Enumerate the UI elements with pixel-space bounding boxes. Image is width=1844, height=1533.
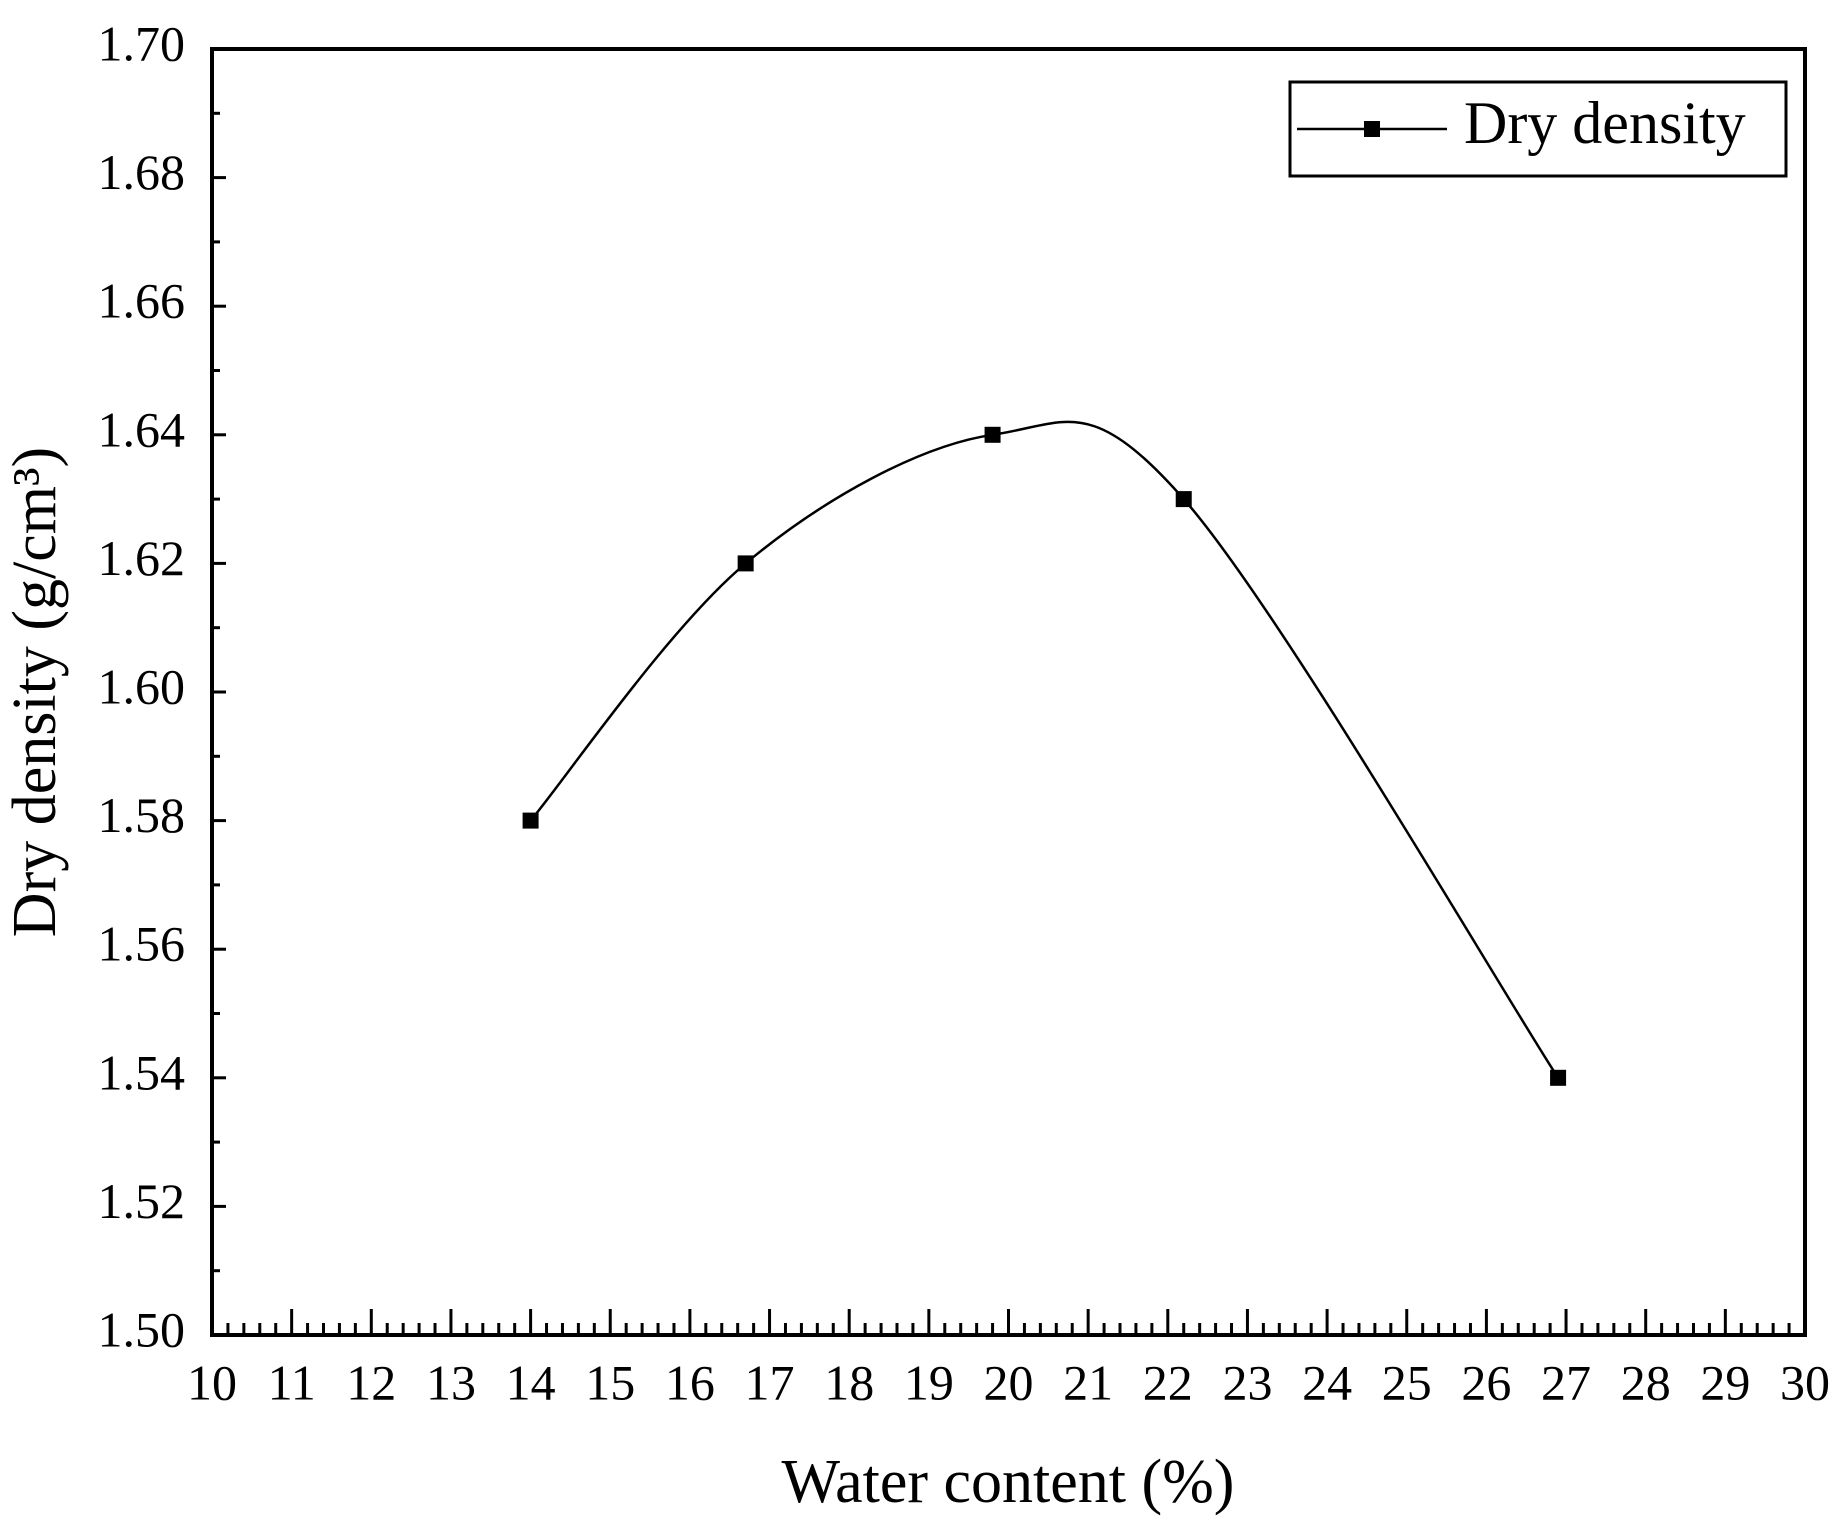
- x-tick-label: 17: [745, 1354, 795, 1410]
- y-tick-label: 1.68: [98, 144, 186, 200]
- plot-frame: [210, 47, 1807, 1337]
- y-tick-label: 1.60: [98, 658, 186, 714]
- x-tick-label: 23: [1222, 1354, 1272, 1410]
- x-tick-label: 15: [585, 1354, 635, 1410]
- data-point: [737, 555, 754, 572]
- x-tick-label: 29: [1700, 1354, 1750, 1410]
- x-tick-label: 22: [1143, 1354, 1193, 1410]
- y-tick-label: 1.62: [98, 530, 186, 586]
- y-tick-label: 1.66: [98, 273, 186, 329]
- x-tick-label: 11: [268, 1354, 316, 1410]
- x-tick-label: 24: [1302, 1354, 1352, 1410]
- x-tick-label: 30: [1780, 1354, 1830, 1410]
- data-line: [529, 420, 1560, 1079]
- x-tick-label: 18: [824, 1354, 874, 1410]
- x-tick-label: 25: [1382, 1354, 1432, 1410]
- x-tick-label: 21: [1063, 1354, 1113, 1410]
- data-point: [984, 426, 1001, 443]
- y-tick-label: 1.58: [98, 787, 186, 843]
- legend-marker: [1364, 121, 1380, 137]
- x-tick-label: 19: [904, 1354, 954, 1410]
- x-tick-label: 28: [1621, 1354, 1671, 1410]
- data-point: [1175, 491, 1192, 508]
- y-tick-label: 1.52: [98, 1173, 186, 1229]
- x-tick-label: 27: [1541, 1354, 1591, 1410]
- x-tick-label: 14: [506, 1354, 556, 1410]
- y-tick-label: 1.54: [98, 1044, 186, 1100]
- legend-label: Dry density: [1464, 90, 1746, 156]
- x-tick-label: 12: [346, 1354, 396, 1410]
- data-point: [522, 812, 539, 829]
- y-tick-label: 1.50: [98, 1301, 186, 1357]
- x-tick-label: 13: [426, 1354, 476, 1410]
- x-tick-label: 10: [187, 1354, 237, 1410]
- y-tick-label: 1.70: [98, 15, 186, 71]
- x-tick-label: 26: [1461, 1354, 1511, 1410]
- data-point: [1550, 1069, 1567, 1086]
- x-tick-label: 16: [665, 1354, 715, 1410]
- y-tick-label: 1.56: [98, 916, 186, 972]
- x-axis-title: Water content (%): [782, 1448, 1235, 1516]
- y-tick-label: 1.64: [98, 401, 186, 457]
- y-axis-title: Dry density (g/cm³): [1, 447, 69, 937]
- x-tick-label: 20: [984, 1354, 1034, 1410]
